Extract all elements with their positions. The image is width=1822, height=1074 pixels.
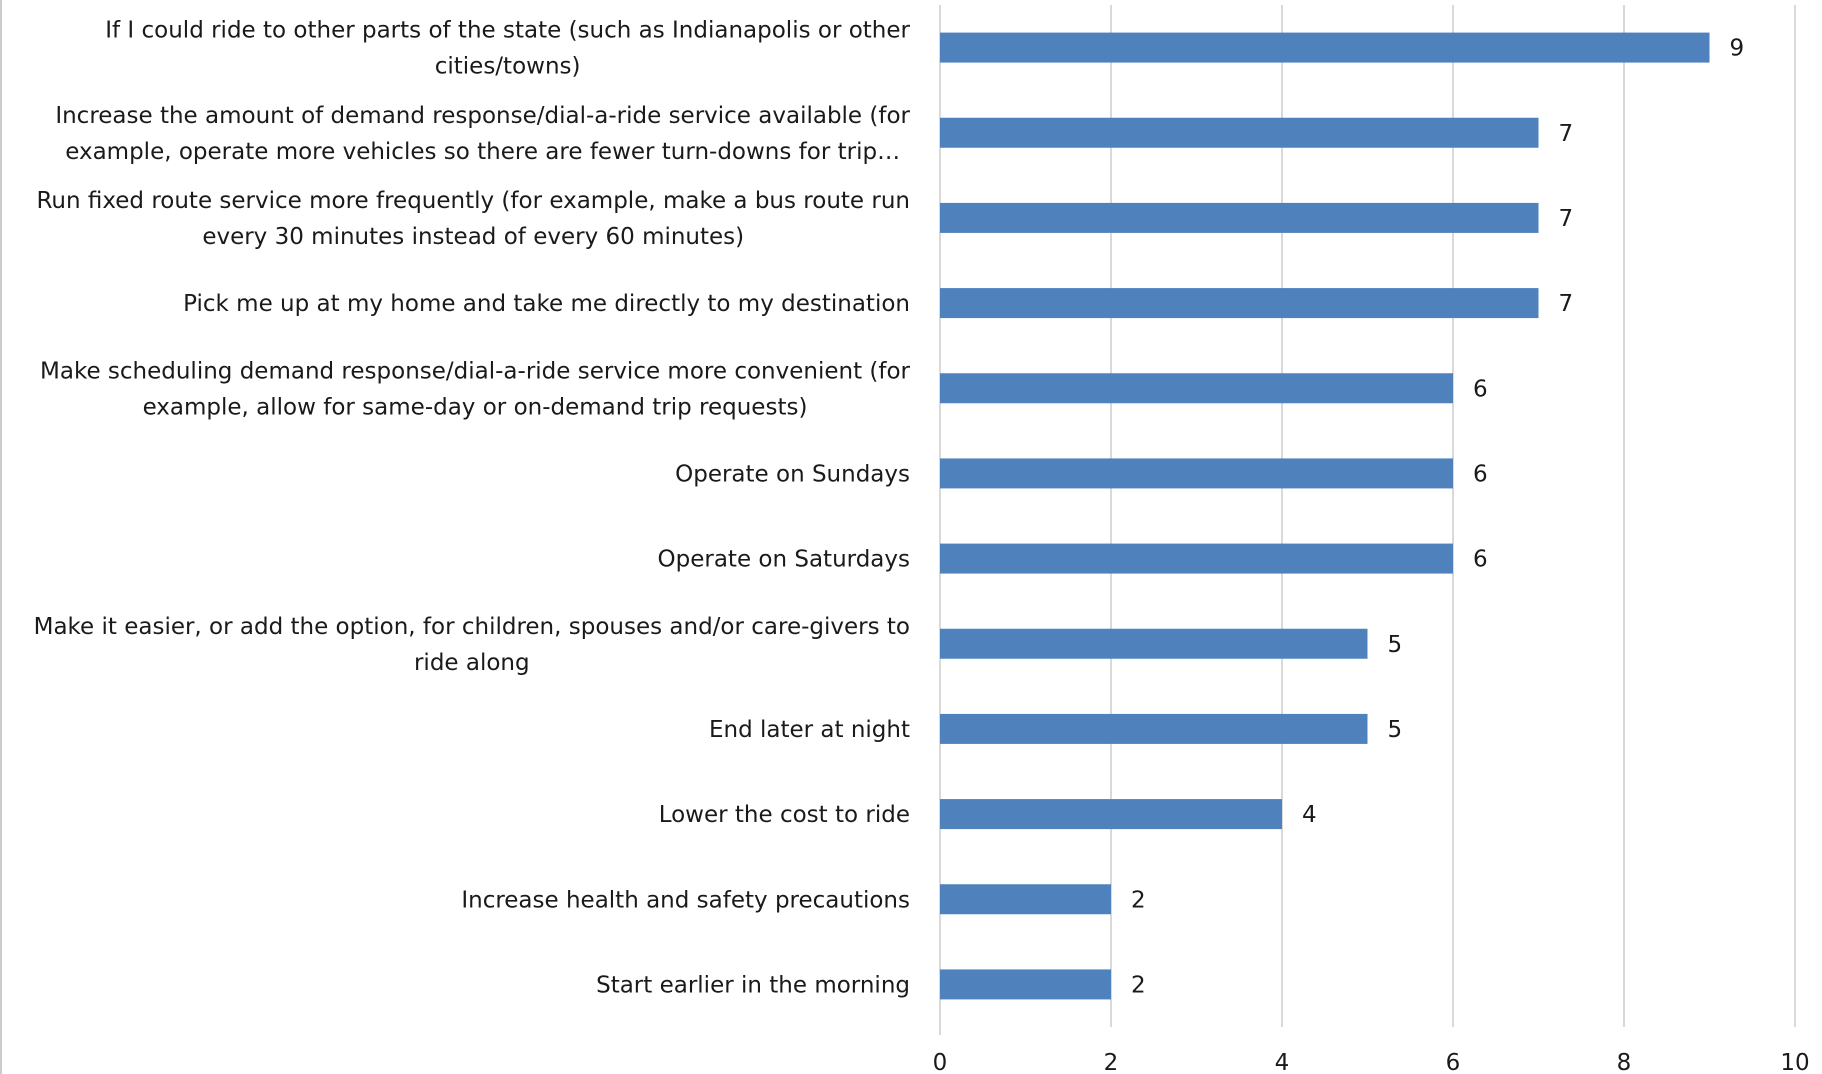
category-label: Increase health and safety precautions: [461, 887, 910, 913]
data-label: 4: [1302, 802, 1317, 828]
bar: [940, 713, 1368, 744]
data-label: 6: [1473, 461, 1488, 487]
category-label: Lower the cost to ride: [659, 802, 910, 828]
x-tick-label: 10: [1780, 1050, 1809, 1074]
value-labels: 9 7 7 7 6 6 6 5 5 4 2 2: [1131, 36, 1744, 999]
category-label-line: ride along: [414, 650, 530, 676]
category-label: If I could ride to other parts of the st…: [105, 18, 910, 80]
data-label: 9: [1730, 36, 1745, 62]
category-label-line: example, operate more vehicles so there …: [65, 139, 900, 165]
category-label-line: Make it easier, or add the option, for c…: [34, 614, 910, 640]
data-label: 6: [1473, 547, 1488, 573]
category-label: End later at night: [709, 717, 910, 743]
bar: [940, 32, 1710, 63]
category-label-line: cities/towns): [435, 54, 581, 80]
bar: [940, 543, 1453, 574]
bar: [940, 628, 1368, 659]
category-label: Operate on Sundays: [675, 461, 910, 487]
category-label: Pick me up at my home and take me direct…: [183, 291, 910, 317]
category-label-line: If I could ride to other parts of the st…: [105, 18, 910, 44]
category-label-line: Make scheduling demand response/dial-a-r…: [40, 358, 911, 384]
x-axis-ticks: 0 2 4 6 8 10: [933, 1050, 1810, 1074]
data-label: 7: [1559, 121, 1574, 147]
category-label-line: Start earlier in the morning: [596, 972, 910, 998]
x-tick-label: 0: [933, 1050, 948, 1074]
data-label: 6: [1473, 376, 1488, 402]
category-label: Make scheduling demand response/dial-a-r…: [40, 358, 911, 420]
category-label-line: Operate on Saturdays: [658, 547, 910, 573]
bar: [940, 288, 1539, 319]
category-label-line: Pick me up at my home and take me direct…: [183, 291, 910, 317]
category-label-line: Lower the cost to ride: [659, 802, 910, 828]
bar: [940, 969, 1111, 1000]
bar: [940, 884, 1111, 915]
data-label: 2: [1131, 887, 1146, 913]
bar: [940, 202, 1539, 233]
category-label-line: Operate on Sundays: [675, 461, 910, 487]
bar: [940, 117, 1539, 148]
bar: [940, 799, 1282, 830]
category-label-line: End later at night: [709, 717, 910, 743]
category-label: Run fixed route service more frequently …: [36, 188, 910, 250]
category-label: Increase the amount of demand response/d…: [55, 103, 910, 165]
data-label: 2: [1131, 972, 1146, 998]
category-label-line: Increase the amount of demand response/d…: [55, 103, 910, 129]
category-label-line: Run fixed route service more frequently …: [36, 188, 910, 214]
category-labels: If I could ride to other parts of the st…: [34, 18, 911, 999]
data-label: 5: [1388, 717, 1403, 743]
x-tick-label: 6: [1446, 1050, 1461, 1074]
category-label: Start earlier in the morning: [596, 972, 910, 998]
bar: [940, 458, 1453, 489]
data-label: 7: [1559, 291, 1574, 317]
category-label: Make it easier, or add the option, for c…: [34, 614, 910, 676]
x-tick-label: 2: [1104, 1050, 1119, 1074]
category-label-line: every 30 minutes instead of every 60 min…: [202, 224, 744, 250]
x-tick-label: 4: [1275, 1050, 1290, 1074]
bars: [940, 32, 1710, 1000]
x-tick-label: 8: [1617, 1050, 1632, 1074]
category-label: Operate on Saturdays: [658, 547, 910, 573]
data-label: 7: [1559, 206, 1574, 232]
bar: [940, 373, 1453, 404]
data-label: 5: [1388, 632, 1403, 658]
category-label-line: example, allow for same-day or on-demand…: [143, 394, 808, 420]
category-label-line: Increase health and safety precautions: [461, 887, 910, 913]
